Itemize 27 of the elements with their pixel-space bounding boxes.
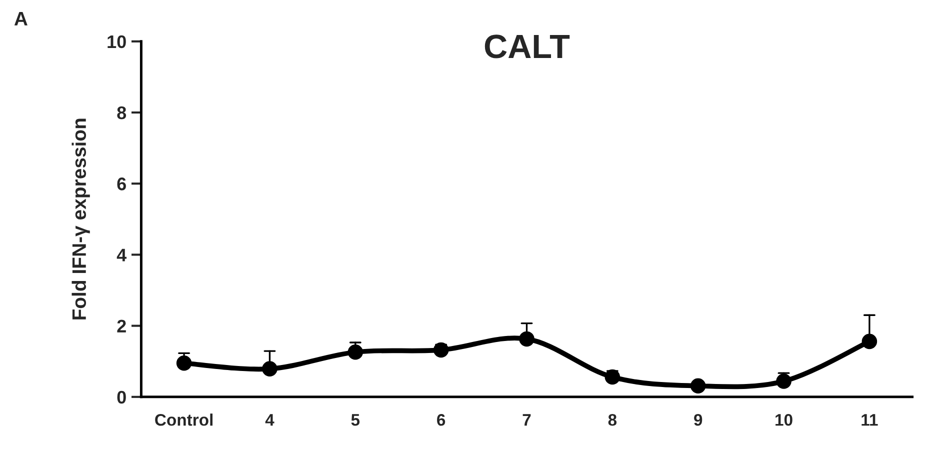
y-tick-label: 0 xyxy=(117,390,126,404)
point xyxy=(776,374,792,389)
point xyxy=(604,369,620,385)
y-tick-label: 10 xyxy=(108,35,126,48)
chart-title: CALT xyxy=(484,34,570,58)
x-tick-label: 4 xyxy=(265,414,274,426)
y-tick-label: 4 xyxy=(116,248,127,262)
x-tick-label: 5 xyxy=(351,414,360,426)
x-tick-label: Control xyxy=(155,414,212,426)
x-tick-label: 7 xyxy=(522,414,531,426)
point xyxy=(176,355,192,371)
y-axis-title: Fold IFN-γ expression xyxy=(72,118,90,320)
point xyxy=(862,334,878,350)
y-tick-label: 2 xyxy=(117,320,126,332)
x-tick-label: 10 xyxy=(776,414,792,426)
x-tick-label: 9 xyxy=(694,414,702,426)
y-tick-label: 8 xyxy=(117,106,126,120)
x-tick-label: 11 xyxy=(862,414,878,426)
point xyxy=(433,342,449,358)
point xyxy=(519,331,534,347)
y-tick-label: 6 xyxy=(117,178,126,190)
x-tick-label: 6 xyxy=(437,414,446,426)
text: A xyxy=(14,12,28,26)
point xyxy=(348,344,364,360)
point xyxy=(262,361,278,376)
point xyxy=(690,378,706,394)
x-tick-label: 8 xyxy=(608,414,617,426)
